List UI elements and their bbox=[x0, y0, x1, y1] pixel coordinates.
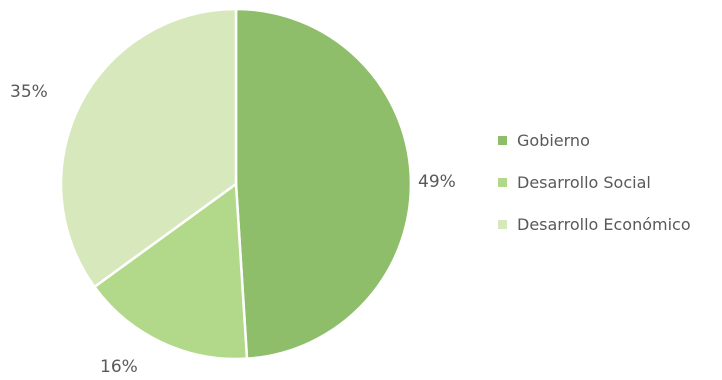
legend-swatch-desarrollo-social bbox=[498, 178, 507, 187]
legend-item-desarrollo-social: Desarrollo Social bbox=[498, 172, 691, 193]
legend-item-gobierno: Gobierno bbox=[498, 130, 691, 151]
pie-slice-gobierno bbox=[234, 7, 413, 360]
legend-label-gobierno: Gobierno bbox=[517, 131, 590, 150]
legend-swatch-desarrollo-economico bbox=[498, 220, 507, 229]
pie-slice-desarrollo-economico bbox=[59, 7, 238, 289]
pie-slice-desarrollo-social bbox=[92, 181, 249, 361]
legend-label-desarrollo-social: Desarrollo Social bbox=[517, 173, 651, 192]
legend-swatch-gobierno bbox=[498, 136, 507, 145]
legend-item-desarrollo-economico: Desarrollo Económico bbox=[498, 214, 691, 235]
legend-label-desarrollo-economico: Desarrollo Económico bbox=[517, 215, 691, 234]
legend: Gobierno Desarrollo Social Desarrollo Ec… bbox=[498, 130, 691, 256]
slice-label-desarrollo-social: 16% bbox=[100, 357, 138, 377]
slice-label-desarrollo-economico: 35% bbox=[10, 82, 48, 102]
slice-label-gobierno: 49% bbox=[418, 172, 456, 192]
